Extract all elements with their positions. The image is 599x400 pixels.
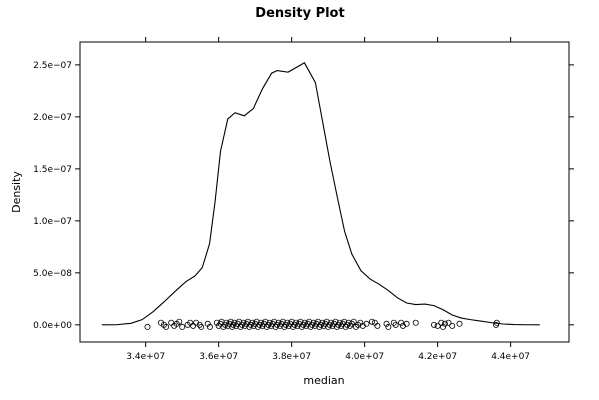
- rug-point: [249, 319, 256, 326]
- rug-point: [336, 319, 343, 326]
- rug-point: [398, 319, 405, 326]
- rug-point: [374, 322, 381, 329]
- x-axis-label: median: [303, 374, 344, 387]
- rug-point: [430, 321, 437, 328]
- chart-title: Density Plot: [255, 6, 344, 21]
- rug-point: [456, 320, 463, 327]
- rug-point: [350, 318, 357, 325]
- rug-point: [206, 323, 213, 330]
- plot-frame: [79, 41, 570, 343]
- rug-point: [223, 319, 230, 326]
- y-tick-label: 0.0e+00: [33, 321, 72, 331]
- rug-point: [412, 319, 419, 326]
- rug-point: [144, 323, 151, 330]
- rug-point: [348, 320, 355, 327]
- rug-point: [493, 319, 500, 326]
- rug-point: [440, 323, 447, 330]
- x-tick-label: 4.0e+07: [345, 352, 384, 362]
- y-axis-label: Density: [10, 171, 23, 213]
- density-curve-layer: [101, 62, 540, 326]
- axis-ticks: 3.4e+07 3.6e+07 3.8e+07 4.0e+07 4.2e+07 4.4e+…: [33, 37, 574, 362]
- y-tick-label: 2.0e−07: [33, 113, 72, 123]
- rug-point: [310, 319, 317, 326]
- x-tick-label: 3.4e+07: [126, 352, 165, 362]
- rug-point: [301, 319, 308, 326]
- density-curve: [101, 62, 540, 326]
- rug-point: [176, 318, 183, 325]
- rug-point: [293, 319, 300, 326]
- rug-point: [198, 323, 205, 330]
- rug-point: [190, 322, 197, 329]
- rug-point: [220, 323, 227, 330]
- rug-point: [328, 319, 335, 326]
- rug-point: [403, 320, 410, 327]
- rug-point: [347, 322, 354, 329]
- rug-point: [266, 319, 273, 326]
- rug-points-layer: [144, 318, 500, 330]
- x-tick-label: 4.4e+07: [491, 352, 530, 362]
- rug-point: [284, 319, 291, 326]
- rug-point: [385, 323, 392, 330]
- rug-point: [240, 319, 247, 326]
- y-tick-label: 5.0e−08: [33, 269, 72, 279]
- x-tick-label: 4.2e+07: [418, 352, 457, 362]
- rug-point: [449, 322, 456, 329]
- rug-point: [434, 322, 441, 329]
- x-tick-label: 3.8e+07: [272, 352, 311, 362]
- rug-point: [363, 320, 370, 327]
- rug-point: [445, 319, 452, 326]
- rug-point: [168, 319, 175, 326]
- rug-point: [179, 323, 186, 330]
- rug-point: [383, 320, 390, 327]
- rug-point: [390, 319, 397, 326]
- rug-point: [392, 321, 399, 328]
- y-tick-label: 1.0e−07: [33, 217, 72, 227]
- rug-point: [319, 319, 326, 326]
- rug-point: [275, 319, 282, 326]
- y-tick-label: 1.5e−07: [33, 165, 72, 175]
- x-tick-label: 3.6e+07: [199, 352, 238, 362]
- rug-point: [257, 319, 264, 326]
- rug-point: [441, 320, 448, 327]
- rug-point: [163, 323, 170, 330]
- rug-point: [368, 318, 375, 325]
- y-tick-label: 2.5e−07: [33, 61, 72, 71]
